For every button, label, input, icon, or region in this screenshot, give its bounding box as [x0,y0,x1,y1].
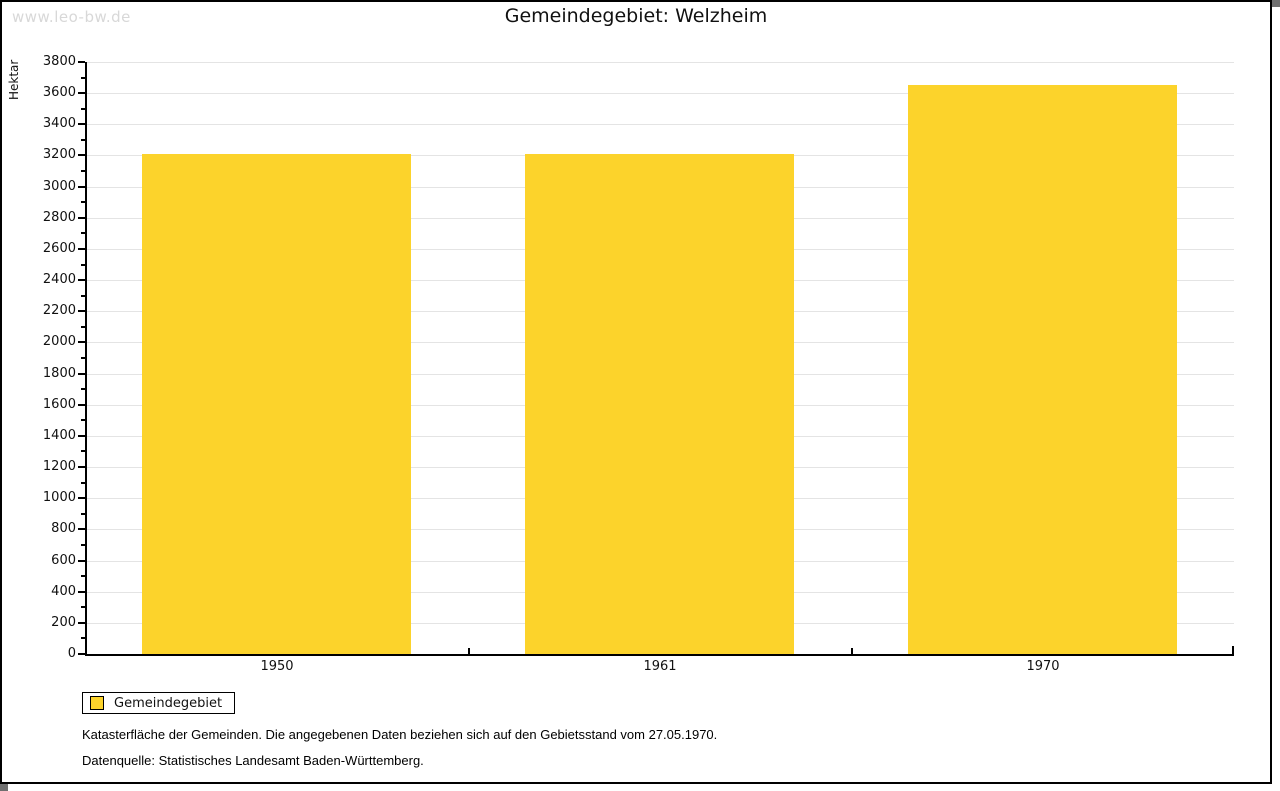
y-tick-label: 2800 [42,210,76,225]
plot-area: 1950 1961 1970 0 200 400 600 800 1000 1200 1400 160… [2,2,1270,782]
y-tick-minor [81,482,85,484]
y-tick-label: 200 [51,615,76,630]
gridline [87,62,1234,63]
y-tick-minor [81,637,85,639]
y-tick-major [78,373,85,375]
y-tick-major [78,310,85,312]
y-tick-minor [81,108,85,110]
y-tick-major [78,653,85,655]
x-tick-label: 1961 [643,659,677,674]
y-tick-label: 1400 [42,428,76,443]
x-tick [851,648,853,654]
y-tick-minor [81,575,85,577]
x-tick-label: 1970 [1026,659,1060,674]
y-tick-major [78,466,85,468]
y-tick-minor [81,419,85,421]
y-tick-label: 3200 [42,147,76,162]
y-tick-label: 3400 [42,116,76,131]
y-tick-minor [81,264,85,266]
x-axis-line [85,654,1234,656]
x-tick [468,648,470,654]
y-tick-minor [81,139,85,141]
y-tick-major [78,528,85,530]
legend: Gemeindegebiet [82,692,236,714]
y-tick-label: 400 [51,584,76,599]
y-tick-label: 2600 [42,241,76,256]
y-tick-major [78,61,85,63]
y-tick-label: 2200 [42,303,76,318]
chart-title: Gemeindegebiet: Welzheim [504,5,768,27]
bar-1950 [142,154,411,654]
x-axis-end-tick [1232,646,1234,654]
gridline [87,124,1234,125]
x-tick-label: 1950 [260,659,294,674]
y-tick-label: 0 [67,646,76,661]
y-tick-minor [81,544,85,546]
legend-label: Gemeindegebiet [114,695,223,711]
footnote-line-2: Datenquelle: Statistisches Landesamt Bad… [82,753,424,768]
legend-swatch-icon [90,696,104,710]
y-tick-major [78,248,85,250]
y-tick-major [78,92,85,94]
y-tick-minor [81,232,85,234]
y-tick-major [78,341,85,343]
y-tick-label: 800 [51,521,76,536]
y-tick-label: 1600 [42,397,76,412]
y-tick-major [78,279,85,281]
y-tick-major [78,217,85,219]
y-tick-minor [81,77,85,79]
y-tick-major [78,123,85,125]
y-tick-minor [81,201,85,203]
y-tick-label: 3800 [42,54,76,69]
gridline [87,93,1234,94]
y-tick-minor [81,357,85,359]
y-axis-line [85,62,87,656]
y-tick-label: 1200 [42,459,76,474]
y-tick-label: 1000 [42,490,76,505]
y-tick-label: 3000 [42,179,76,194]
y-tick-minor [81,295,85,297]
y-tick-label: 3600 [42,85,76,100]
y-tick-label: 1800 [42,366,76,381]
y-tick-major [78,591,85,593]
y-tick-major [78,622,85,624]
y-tick-minor [81,513,85,515]
bar-1961 [525,154,794,654]
y-tick-major [78,497,85,499]
y-tick-minor [81,450,85,452]
watermark: www.leo-bw.de [12,8,131,26]
y-tick-minor [81,606,85,608]
y-tick-minor [81,326,85,328]
bar-1970 [908,85,1177,654]
y-tick-label: 2000 [42,334,76,349]
y-tick-major [78,560,85,562]
y-tick-major [78,404,85,406]
y-tick-major [78,186,85,188]
y-tick-major [78,435,85,437]
y-tick-label: 2400 [42,272,76,287]
y-tick-label: 600 [51,553,76,568]
footnote-line-1: Katasterfläche der Gemeinden. Die angege… [82,727,718,742]
y-tick-major [78,154,85,156]
y-tick-minor [81,170,85,172]
y-tick-minor [81,388,85,390]
